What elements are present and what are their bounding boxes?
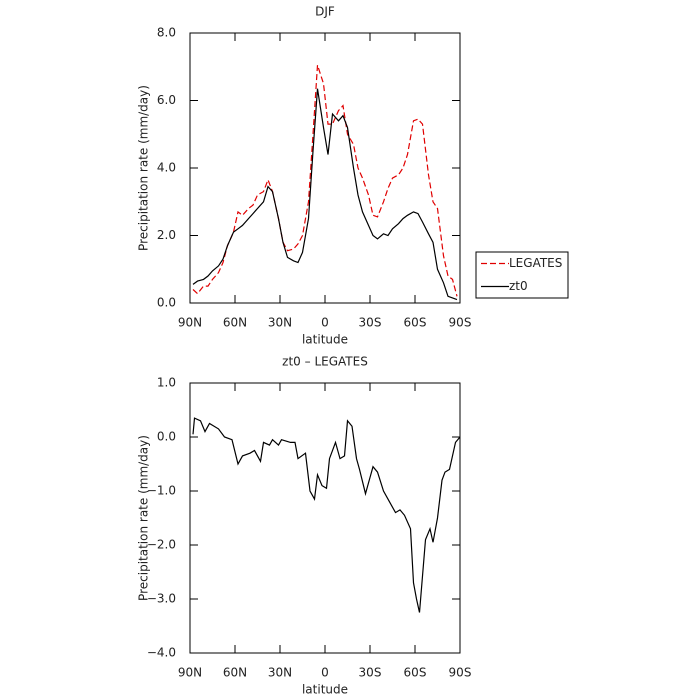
- legend-label: LEGATES: [509, 256, 562, 270]
- y-tick-label: 4.0: [157, 161, 176, 175]
- x-tick-label: 90S: [449, 316, 472, 330]
- data-line: [192, 88, 458, 301]
- legend-label: zt0: [509, 279, 528, 293]
- y-tick-label: −2.0: [147, 538, 176, 552]
- x-tick-label: 90N: [178, 316, 202, 330]
- x-tick-label: 90N: [178, 666, 202, 680]
- y-tick-label: 8.0: [157, 26, 176, 40]
- x-tick-label: 90S: [449, 666, 472, 680]
- plot-frame: [189, 32, 461, 304]
- x-tick-label: 60N: [223, 666, 247, 680]
- y-tick-label: −4.0: [147, 646, 176, 660]
- y-axis-label: Precipitation rate (mm/day): [137, 85, 151, 251]
- chart-title: zt0 – LEGATES: [282, 355, 368, 369]
- legend-box: [475, 251, 569, 299]
- x-axis-label: latitude: [302, 333, 348, 347]
- x-tick-label: 0: [321, 316, 329, 330]
- x-tick-label: 60N: [223, 316, 247, 330]
- y-tick-label: −1.0: [147, 484, 176, 498]
- data-line: [192, 417, 461, 613]
- chart-title: DJF: [315, 5, 335, 19]
- x-tick-label: 30N: [268, 316, 292, 330]
- x-tick-label: 30S: [359, 666, 382, 680]
- x-tick-label: 30S: [359, 316, 382, 330]
- x-tick-label: 60S: [404, 666, 427, 680]
- x-tick-label: 0: [321, 666, 329, 680]
- x-tick-label: 60S: [404, 316, 427, 330]
- x-axis-label: latitude: [302, 683, 348, 697]
- y-tick-label: 0.0: [157, 296, 176, 310]
- data-line: [192, 64, 458, 297]
- y-tick-label: 2.0: [157, 228, 176, 242]
- y-tick-label: 1.0: [157, 376, 176, 390]
- y-tick-label: −3.0: [147, 592, 176, 606]
- y-axis-label: Precipitation rate (mm/day): [137, 435, 151, 601]
- x-tick-label: 30N: [268, 666, 292, 680]
- y-tick-label: 6.0: [157, 93, 176, 107]
- y-tick-label: 0.0: [157, 430, 176, 444]
